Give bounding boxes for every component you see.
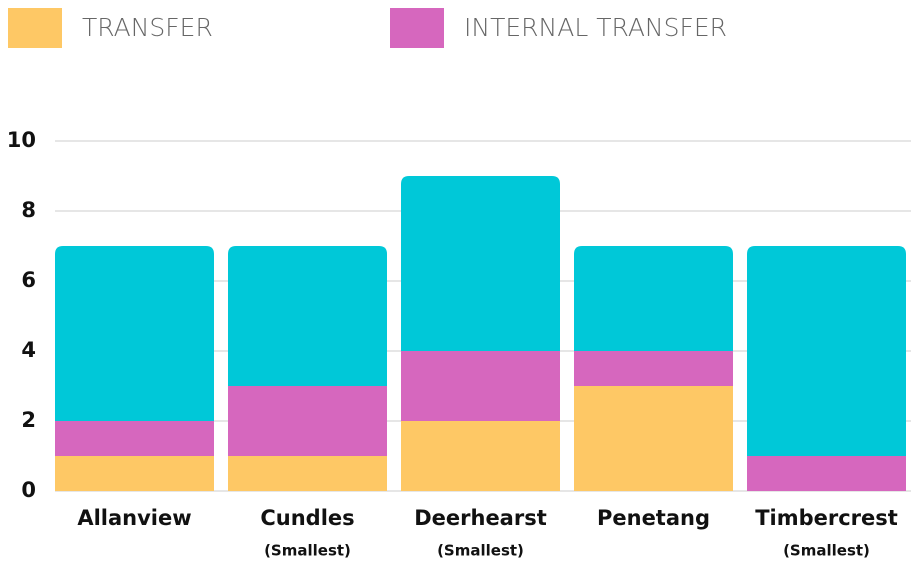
y-tick-label: 10 [7,128,36,152]
y-tick-label: 0 [21,478,36,502]
bar-segment [401,176,560,351]
x-tick-label: Cundles [260,506,354,530]
x-tick-note: (Smallest) [437,542,524,560]
y-tick-label: 4 [21,338,36,362]
y-tick-label: 6 [21,268,36,292]
legend-swatch [8,8,62,48]
x-tick-note: (Smallest) [264,542,351,560]
bar-segment [228,246,387,386]
x-tick-note: (Smallest) [783,542,870,560]
legend-swatch [390,8,444,48]
bar-segment [228,386,387,456]
y-tick-label: 2 [21,408,36,432]
bar-segment [228,456,387,491]
x-tick-label: Deerhearst [414,506,547,530]
bar-segment [401,421,560,491]
bar-segment [55,246,214,421]
bar-segment [574,351,733,386]
x-tick-label: Timbercrest [755,506,898,530]
bar-segment [574,386,733,491]
bar-segment [574,246,733,351]
x-tick-label: Allanview [77,506,191,530]
x-tick-label: Penetang [597,506,710,530]
bar-segment [747,456,906,491]
y-tick-label: 8 [21,198,36,222]
bar-segment [747,246,906,456]
legend-label: TRANSFER [82,13,213,42]
bar-segment [55,421,214,456]
bar-segment [55,456,214,491]
legend-label: INTERNAL TRANSFER [464,13,727,42]
bar-segment [401,351,560,421]
